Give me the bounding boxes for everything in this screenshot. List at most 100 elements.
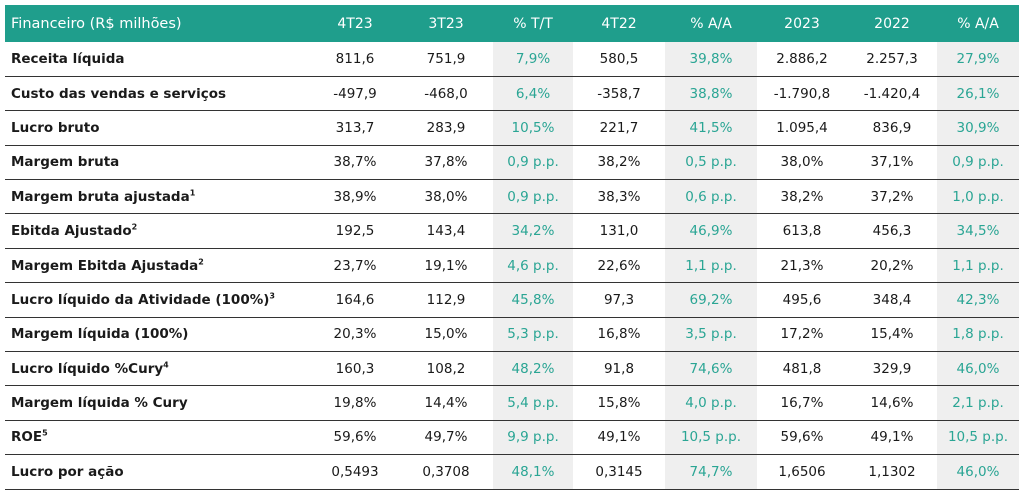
cell-var-yoy-annual: 1,8 p.p. — [937, 317, 1019, 353]
row-label-cell: Ebitda Ajustado2 — [5, 213, 311, 249]
cell-var-qoq: 5,3 p.p. — [493, 317, 573, 353]
cell-2022: 14,6% — [847, 385, 937, 421]
table-row: Margem líquida % Cury 19,8% 14,4% 5,4 p.p. 1… — [5, 385, 1019, 421]
cell-2023: 16,7% — [757, 385, 847, 421]
row-label: Lucro líquido da Atividade (100%) — [11, 291, 270, 308]
cell-var-yoy-quarter: 1,1 p.p. — [665, 248, 757, 284]
table-row: Margem bruta 38,7% 37,8% 0,9 p.p. 38,2% 0,5 p… — [5, 145, 1019, 181]
cell-4t23: 19,8% — [311, 385, 399, 421]
cell-var-yoy-quarter: 46,9% — [665, 213, 757, 249]
cell-4t22: -358,7 — [573, 76, 665, 112]
cell-4t22: 91,8 — [573, 351, 665, 387]
cell-3t23: 15,0% — [399, 317, 493, 353]
cell-var-yoy-quarter: 38,8% — [665, 76, 757, 112]
table-row: ROE5 59,6% 49,7% 9,9 p.p. 49,1% 10,5 p.p. 59,6… — [5, 420, 1019, 456]
cell-var-yoy-annual: 10,5 p.p. — [937, 420, 1019, 456]
cell-var-qoq: 6,4% — [493, 76, 573, 112]
row-label: Lucro por ação — [11, 463, 124, 480]
cell-var-yoy-annual: 42,3% — [937, 282, 1019, 318]
cell-2023: 38,2% — [757, 179, 847, 215]
cell-2022: 348,4 — [847, 282, 937, 318]
footnote-marker: 3 — [269, 291, 275, 301]
cell-2023: -1.790,8 — [757, 76, 847, 112]
table-row: Lucro líquido %Cury4 160,3 108,2 48,2% 91,8 7… — [5, 351, 1019, 387]
row-label-cell: Margem bruta ajustada1 — [5, 179, 311, 215]
footnote-marker: 5 — [42, 428, 48, 438]
table-row: Lucro bruto 313,7 283,9 10,5% 221,7 41,5% 1.09… — [5, 110, 1019, 146]
header-cell-3t23: 3T23 — [399, 5, 493, 42]
cell-2022: 836,9 — [847, 110, 937, 146]
header-cell-4t23: 4T23 — [311, 5, 399, 42]
cell-2023: 59,6% — [757, 420, 847, 456]
cell-2022: 456,3 — [847, 213, 937, 249]
header-cell-metric: Financeiro (R$ milhões) — [5, 5, 311, 42]
cell-2023: 1,6506 — [757, 454, 847, 490]
row-label-cell: Custo das vendas e serviços — [5, 76, 311, 112]
footnote-marker: 2 — [131, 222, 138, 232]
cell-4t23: 0,5493 — [311, 454, 399, 490]
row-label: Lucro líquido %Cury — [11, 360, 164, 377]
row-label-cell: Lucro líquido da Atividade (100%)3 — [5, 282, 311, 318]
cell-var-yoy-annual: 1,1 p.p. — [937, 248, 1019, 284]
row-label-cell: Lucro líquido %Cury4 — [5, 351, 311, 387]
table-body: Receita líquida 811,6 751,9 7,9% 580,5 39,8% 2… — [5, 42, 1019, 490]
table-row: Lucro líquido da Atividade (100%)3 164,6 1… — [5, 282, 1019, 318]
cell-4t22: 131,0 — [573, 213, 665, 249]
cell-var-yoy-annual: 46,0% — [937, 454, 1019, 490]
table-row: Margem bruta ajustada1 38,9% 38,0% 0,9 p.p.… — [5, 179, 1019, 215]
cell-3t23: 112,9 — [399, 282, 493, 318]
cell-4t23: -497,9 — [311, 76, 399, 112]
cell-2023: 495,6 — [757, 282, 847, 318]
header-cell-2023: 2023 — [757, 5, 847, 42]
cell-2023: 17,2% — [757, 317, 847, 353]
row-label: ROE — [11, 429, 43, 446]
header-cell-4t22: 4T22 — [573, 5, 665, 42]
footnote-marker: 4 — [163, 360, 169, 370]
cell-4t23: 38,9% — [311, 179, 399, 215]
row-label: Margem líquida (100%) — [11, 326, 189, 343]
row-label-cell: Margem Ebitda Ajustada2 — [5, 248, 311, 284]
cell-var-qoq: 4,6 p.p. — [493, 248, 573, 284]
cell-2023: 2.886,2 — [757, 42, 847, 77]
cell-4t23: 23,7% — [311, 248, 399, 284]
table-row: Lucro por ação 0,5493 0,3708 48,1% 0,3145 74,… — [5, 454, 1019, 490]
cell-2022: 1,1302 — [847, 454, 937, 490]
cell-2022: 2.257,3 — [847, 42, 937, 77]
cell-4t22: 221,7 — [573, 110, 665, 146]
cell-2022: 329,9 — [847, 351, 937, 387]
cell-3t23: 143,4 — [399, 213, 493, 249]
cell-4t23: 38,7% — [311, 145, 399, 181]
cell-3t23: 37,8% — [399, 145, 493, 181]
cell-2023: 1.095,4 — [757, 110, 847, 146]
row-label: Lucro bruto — [11, 119, 100, 136]
cell-var-yoy-annual: 1,0 p.p. — [937, 179, 1019, 215]
cell-var-yoy-annual: 2,1 p.p. — [937, 385, 1019, 421]
cell-var-yoy-quarter: 74,7% — [665, 454, 757, 490]
cell-var-qoq: 9,9 p.p. — [493, 420, 573, 456]
row-label: Receita líquida — [11, 50, 125, 67]
cell-4t22: 15,8% — [573, 385, 665, 421]
cell-4t22: 49,1% — [573, 420, 665, 456]
cell-var-yoy-annual: 30,9% — [937, 110, 1019, 146]
cell-2023: 38,0% — [757, 145, 847, 181]
cell-4t23: 164,6 — [311, 282, 399, 318]
cell-2022: 20,2% — [847, 248, 937, 284]
row-label-cell: Lucro por ação — [5, 454, 311, 490]
cell-4t23: 192,5 — [311, 213, 399, 249]
row-label-cell: Margem bruta — [5, 145, 311, 181]
cell-var-qoq: 0,9 p.p. — [493, 145, 573, 181]
cell-4t22: 38,3% — [573, 179, 665, 215]
cell-3t23: 38,0% — [399, 179, 493, 215]
cell-var-qoq: 0,9 p.p. — [493, 179, 573, 215]
header-cell-2022: 2022 — [847, 5, 937, 42]
cell-3t23: 283,9 — [399, 110, 493, 146]
table-row: Receita líquida 811,6 751,9 7,9% 580,5 39,8% 2… — [5, 42, 1019, 77]
cell-var-yoy-annual: 0,9 p.p. — [937, 145, 1019, 181]
cell-var-yoy-quarter: 39,8% — [665, 42, 757, 77]
cell-2023: 613,8 — [757, 213, 847, 249]
cell-var-yoy-quarter: 41,5% — [665, 110, 757, 146]
cell-var-yoy-annual: 34,5% — [937, 213, 1019, 249]
cell-2022: -1.420,4 — [847, 76, 937, 112]
cell-var-yoy-quarter: 0,6 p.p. — [665, 179, 757, 215]
row-label-cell: Receita líquida — [5, 42, 311, 77]
